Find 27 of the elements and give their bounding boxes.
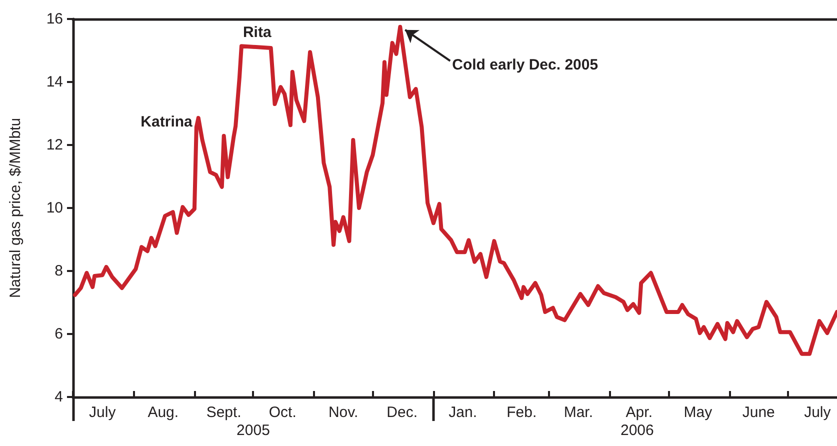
x-tick-label: July	[89, 404, 116, 421]
x-tick-label: July	[804, 404, 832, 421]
y-tick-label: 6	[54, 326, 63, 342]
x-tick-label: June	[742, 404, 775, 421]
x-tick-label: Apr.	[626, 404, 652, 421]
x-tick-label: Sept.	[206, 404, 242, 421]
y-tick-label: 16	[46, 10, 63, 28]
line-series	[72, 24, 837, 356]
y-tick-label: 4	[54, 388, 63, 406]
x-tick-label: Nov.	[328, 404, 358, 421]
x-tick-label: Aug.	[148, 404, 179, 421]
y-tick-label: 10	[46, 200, 63, 216]
annotation: Katrina	[140, 113, 194, 130]
x2-tick-label: 2005	[236, 422, 270, 439]
x-tick-label: Mar.	[564, 404, 594, 421]
x-tick-label: Jan.	[448, 404, 478, 421]
x-tick-label: Feb.	[506, 404, 537, 421]
y-tick-label: 14	[46, 74, 63, 90]
x-tick-label: May	[684, 404, 713, 421]
annotation: Cold early Dec. 2005	[452, 56, 598, 74]
x-tick-label: Oct.	[268, 404, 296, 421]
x-tick-label: Dec.	[386, 404, 418, 421]
x2-tick-label: 2006	[620, 422, 654, 439]
y-tick-label: 12	[46, 136, 63, 154]
y-tick-label: 8	[54, 262, 63, 280]
y-axis-title: Natural gas price, $/MMbtu	[7, 118, 24, 298]
annotation: Rita	[242, 24, 272, 42]
